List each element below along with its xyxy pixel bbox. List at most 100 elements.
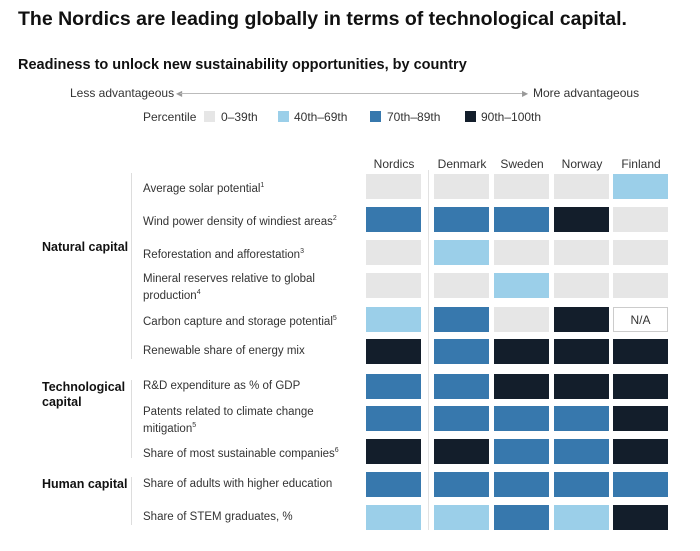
group-label: Human capital xyxy=(42,477,128,491)
heatmap-cell xyxy=(613,374,668,399)
row-label-text: Reforestation and afforestation xyxy=(143,248,301,261)
heatmap-cell xyxy=(494,307,549,332)
heatmap-cell xyxy=(613,406,668,431)
heatmap-cell xyxy=(434,339,489,364)
row-label: Reforestation and afforestation3 xyxy=(143,245,358,262)
heatmap-cell xyxy=(494,174,549,199)
row-label: R&D expenditure as % of GDP xyxy=(143,379,358,393)
row-label-text: R&D expenditure as % of GDP xyxy=(143,380,301,392)
heatmap-cell xyxy=(494,339,549,364)
heatmap-cell xyxy=(434,240,489,265)
heatmap-cell xyxy=(494,406,549,431)
heatmap-cell xyxy=(366,374,421,399)
heatmap-cell xyxy=(554,374,609,399)
legend-swatch-0 xyxy=(204,111,215,122)
heatmap-cell xyxy=(613,174,668,199)
axis-arrow-line xyxy=(180,93,524,94)
footnote-marker: 5 xyxy=(332,315,337,322)
axis-less-label: Less advantageous xyxy=(70,86,175,100)
heatmap-cell xyxy=(434,174,489,199)
heatmap-cell xyxy=(554,472,609,497)
row-label-text: Share of adults with higher education xyxy=(143,478,333,490)
row-label: Average solar potential1 xyxy=(143,179,358,196)
heatmap-cell xyxy=(613,339,668,364)
heatmap-cell xyxy=(434,374,489,399)
heatmap-cell xyxy=(554,505,609,530)
legend-label-1: 40th–69th xyxy=(294,110,348,124)
heatmap-cell xyxy=(554,307,609,332)
axis-more-label: More advantageous xyxy=(533,86,640,100)
legend-label-0: 0–39th xyxy=(221,110,258,124)
column-header: Norway xyxy=(561,157,603,171)
heatmap-cell xyxy=(494,207,549,232)
column-divider xyxy=(428,170,429,530)
row-label-text: Patents related to climate change mitiga… xyxy=(143,406,314,435)
heatmap-cell xyxy=(554,339,609,364)
heatmap-cell xyxy=(613,240,668,265)
row-label: Share of STEM graduates, % xyxy=(143,510,358,524)
footnote-marker: 4 xyxy=(196,289,201,296)
heatmap-cell xyxy=(434,439,489,464)
row-label-text: Renewable share of energy mix xyxy=(143,345,305,357)
heatmap-cell xyxy=(554,240,609,265)
chart-subtitle: Readiness to unlock new sustainability o… xyxy=(18,57,467,73)
column-header: Sweden xyxy=(500,157,544,171)
heatmap-cell xyxy=(613,273,668,298)
legend-swatch-2 xyxy=(370,111,381,122)
legend-label-3: 90th–100th xyxy=(481,110,542,124)
row-label: Mineral reserves relative to global prod… xyxy=(143,272,358,303)
heatmap-cell xyxy=(494,472,549,497)
heatmap-cell xyxy=(366,472,421,497)
group-divider xyxy=(131,173,132,359)
row-label: Renewable share of energy mix xyxy=(143,344,358,358)
group-divider xyxy=(131,477,132,525)
legend-swatch-3 xyxy=(465,111,476,122)
heatmap-cell xyxy=(554,207,609,232)
heatmap-cell xyxy=(434,207,489,232)
heatmap-cell xyxy=(554,273,609,298)
heatmap-cell xyxy=(494,374,549,399)
heatmap-cell xyxy=(613,505,668,530)
heatmap-cell xyxy=(434,406,489,431)
heatmap-cell xyxy=(494,240,549,265)
arrow-left-icon: ◀ xyxy=(176,89,182,98)
heatmap-cell xyxy=(494,505,549,530)
chart-title: The Nordics are leading globally in term… xyxy=(18,8,627,30)
row-label-text: Share of most sustainable companies xyxy=(143,447,335,460)
footnote-marker: 3 xyxy=(300,248,304,255)
row-label-text: Wind power density of windiest areas xyxy=(143,215,333,228)
footnote-marker: 6 xyxy=(334,447,339,454)
heatmap-cell xyxy=(366,273,421,298)
heatmap-cell xyxy=(554,439,609,464)
heatmap-cell xyxy=(366,339,421,364)
column-header: Nordics xyxy=(373,157,415,171)
row-label: Share of adults with higher education xyxy=(143,477,358,491)
heatmap-cell xyxy=(434,307,489,332)
column-header: Denmark xyxy=(437,157,487,171)
legend-title: Percentile xyxy=(143,110,197,124)
row-label: Wind power density of windiest areas2 xyxy=(143,212,358,229)
row-label-text: Share of STEM graduates, % xyxy=(143,511,293,523)
heatmap-cell xyxy=(494,439,549,464)
arrow-right-icon: ▶ xyxy=(522,89,529,98)
heatmap-cell xyxy=(494,273,549,298)
heatmap-cell xyxy=(366,406,421,431)
row-label-text: Carbon capture and storage potential xyxy=(143,315,333,328)
heatmap-cell xyxy=(366,505,421,530)
row-label-text: Average solar potential xyxy=(143,182,261,195)
heatmap-cell: N/A xyxy=(613,307,668,332)
group-label: Technological capital xyxy=(42,380,126,409)
column-header: Finland xyxy=(621,157,661,171)
row-label: Patents related to climate change mitiga… xyxy=(143,405,358,436)
heatmap-cell xyxy=(613,207,668,232)
heatmap-cell xyxy=(554,406,609,431)
heatmap-cell xyxy=(434,472,489,497)
heatmap-cell xyxy=(434,273,489,298)
row-label: Share of most sustainable companies6 xyxy=(143,444,358,461)
group-label: Natural capital xyxy=(42,240,129,254)
heatmap-cell xyxy=(613,439,668,464)
heatmap-cell xyxy=(366,207,421,232)
row-label: Carbon capture and storage potential5 xyxy=(143,312,358,329)
heatmap-cell xyxy=(613,472,668,497)
